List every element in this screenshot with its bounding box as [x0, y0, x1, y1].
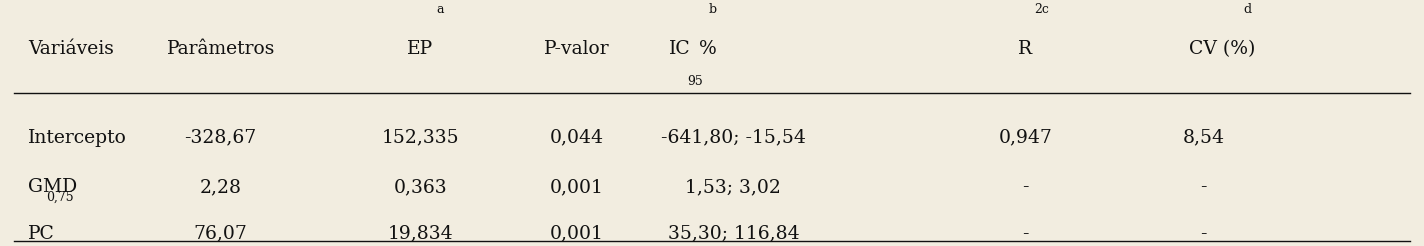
Text: 95: 95 — [688, 75, 703, 88]
Text: -641,80; -15,54: -641,80; -15,54 — [661, 129, 806, 147]
Text: 2c: 2c — [1034, 3, 1049, 16]
Text: a: a — [436, 3, 444, 16]
Text: Parâmetros: Parâmetros — [167, 40, 275, 58]
Text: -: - — [1022, 178, 1028, 196]
Text: 19,834: 19,834 — [387, 225, 453, 243]
Text: %: % — [699, 40, 718, 58]
Text: 0,001: 0,001 — [550, 178, 604, 196]
Text: CV (%): CV (%) — [1189, 40, 1256, 58]
Text: -: - — [1200, 225, 1206, 243]
Text: 76,07: 76,07 — [194, 225, 248, 243]
Text: 0,001: 0,001 — [550, 225, 604, 243]
Text: b: b — [708, 3, 716, 16]
Text: 2,28: 2,28 — [199, 178, 242, 196]
Text: -328,67: -328,67 — [185, 129, 256, 147]
Text: 0,947: 0,947 — [998, 129, 1052, 147]
Text: 0,363: 0,363 — [393, 178, 447, 196]
Text: EP: EP — [407, 40, 433, 58]
Text: IC: IC — [669, 40, 691, 58]
Text: P-valor: P-valor — [544, 40, 609, 58]
Text: 152,335: 152,335 — [382, 129, 459, 147]
Text: 0,044: 0,044 — [550, 129, 604, 147]
Text: -: - — [1022, 225, 1028, 243]
Text: -: - — [1200, 178, 1206, 196]
Text: Variáveis: Variáveis — [28, 40, 114, 58]
Text: 0,75: 0,75 — [47, 190, 74, 203]
Text: GMD: GMD — [28, 178, 78, 196]
Text: d: d — [1243, 3, 1252, 16]
Text: 1,53; 3,02: 1,53; 3,02 — [685, 178, 782, 196]
Text: 8,54: 8,54 — [1182, 129, 1225, 147]
Text: Intercepto: Intercepto — [28, 129, 127, 147]
Text: PC: PC — [28, 225, 56, 243]
Text: R: R — [1018, 40, 1032, 58]
Text: 35,30; 116,84: 35,30; 116,84 — [668, 225, 799, 243]
